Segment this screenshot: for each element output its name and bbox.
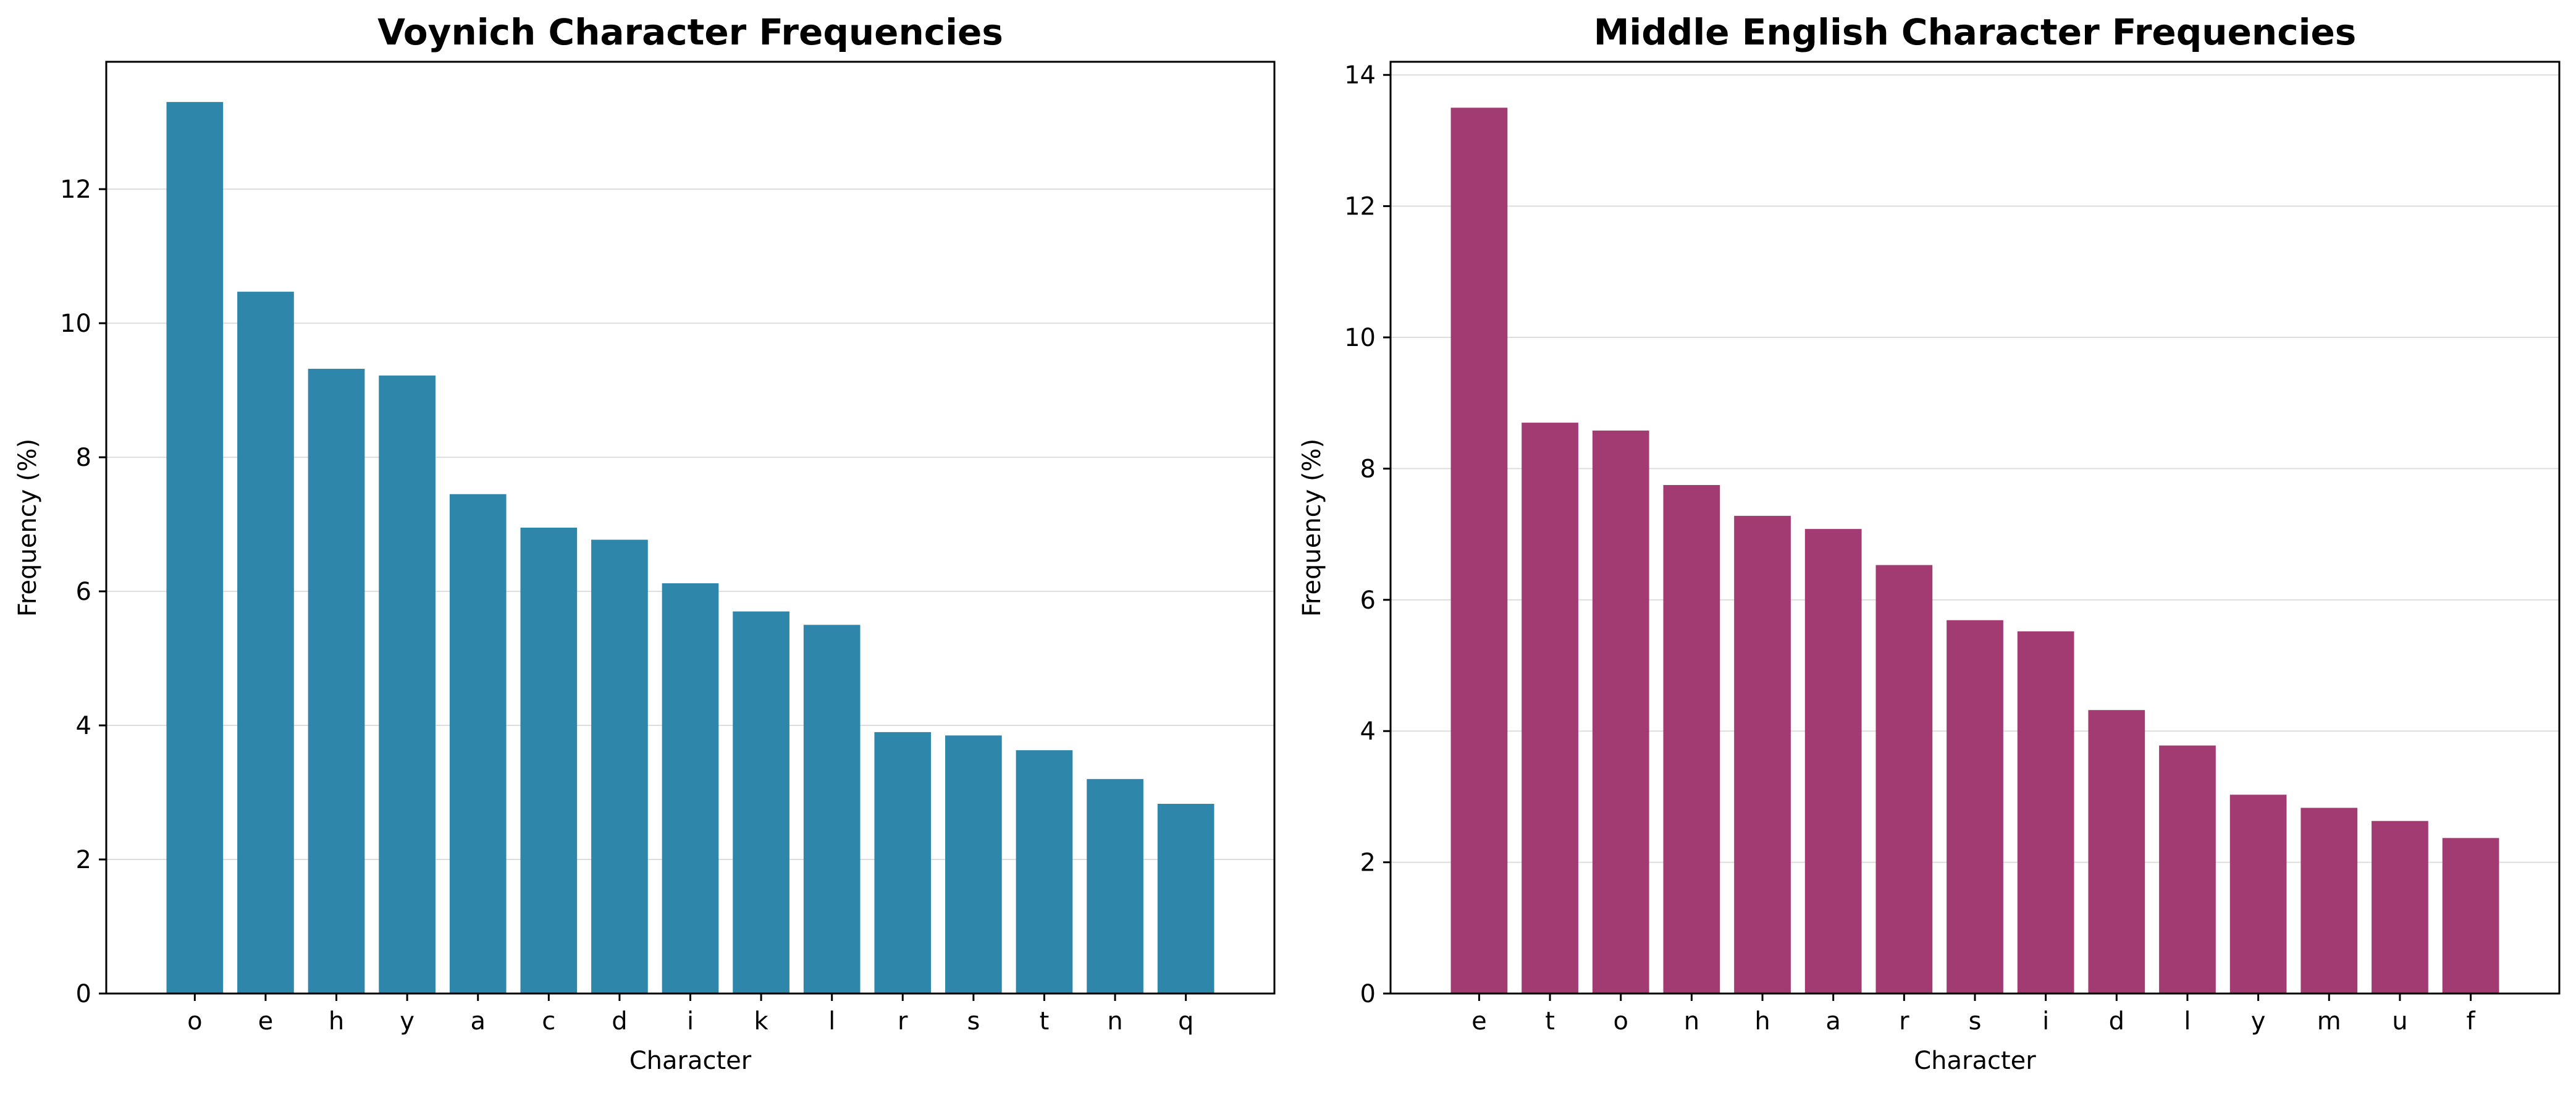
y-tick-label: 12 bbox=[60, 175, 91, 204]
bar-o bbox=[166, 102, 224, 994]
bar-t bbox=[1016, 750, 1073, 994]
chart-panel-2: e t o n h a r s i d l y m u f 0 2 4 6 8 10 12 14 Middle English… bbox=[1298, 11, 2561, 1075]
x-tick-label: n bbox=[1684, 1007, 1699, 1036]
x-tick-label: d bbox=[612, 1007, 627, 1036]
y-tick-label: 8 bbox=[1360, 455, 1376, 483]
x-tick-label: o bbox=[1613, 1007, 1628, 1036]
bar-n bbox=[1663, 484, 1720, 994]
x-tick-label: d bbox=[2109, 1007, 2124, 1036]
bar-o bbox=[1592, 430, 1649, 994]
chart-panel-1: o e h y a c d i k l r s t n q 0 2 4 6 8 10 12 Voynich Characte… bbox=[14, 11, 1276, 1075]
x-tick-label: s bbox=[1969, 1007, 1982, 1036]
x-tick-label: i bbox=[687, 1007, 694, 1036]
bar-d bbox=[591, 539, 648, 994]
bar-d bbox=[2088, 710, 2145, 994]
bar-q bbox=[1157, 803, 1214, 994]
y-axis-label: Frequency (%) bbox=[1298, 439, 1326, 617]
y-tick-label: 12 bbox=[1344, 193, 1376, 221]
x-tick-label: t bbox=[1545, 1007, 1555, 1036]
bar-i bbox=[662, 583, 719, 994]
y-tick-label: 0 bbox=[76, 980, 91, 1008]
bar-n bbox=[1087, 779, 1143, 994]
x-tick-label: e bbox=[258, 1007, 274, 1036]
bar-e bbox=[237, 292, 294, 994]
bar-c bbox=[520, 528, 578, 994]
y-tick-label: 2 bbox=[1360, 849, 1376, 877]
bar-f bbox=[2442, 838, 2499, 994]
plot-frame bbox=[1389, 61, 2561, 995]
x-tick-label: y bbox=[2251, 1007, 2266, 1036]
bar-s bbox=[945, 735, 1002, 994]
bar-r bbox=[1875, 565, 1933, 994]
x-tick-label: e bbox=[1471, 1007, 1487, 1036]
y-tick-label: 4 bbox=[1360, 717, 1376, 746]
bar-h bbox=[1734, 515, 1791, 994]
bar-l bbox=[803, 625, 861, 994]
bar-k bbox=[733, 611, 789, 994]
bar-e bbox=[1450, 108, 1508, 994]
y-tick-label: 14 bbox=[1344, 61, 1376, 90]
y-tick-label: 8 bbox=[76, 444, 91, 472]
bar-y bbox=[2229, 795, 2287, 994]
y-tick-label: 4 bbox=[76, 712, 91, 740]
x-tick-label: o bbox=[187, 1007, 202, 1036]
plot-frame bbox=[105, 61, 1276, 995]
x-tick-label: l bbox=[2184, 1007, 2191, 1036]
bar-a bbox=[1804, 529, 1862, 994]
x-tick-label: c bbox=[542, 1007, 555, 1036]
bar-y bbox=[379, 375, 436, 994]
bar-m bbox=[2300, 808, 2358, 994]
x-tick-label: n bbox=[1107, 1007, 1122, 1036]
x-tick-label: u bbox=[2392, 1007, 2407, 1036]
x-tick-label: f bbox=[2467, 1007, 2476, 1036]
bar-s bbox=[1947, 620, 2003, 994]
chart-title: Middle English Character Frequencies bbox=[1594, 11, 2357, 53]
x-tick-label: y bbox=[400, 1007, 415, 1036]
y-tick-label: 10 bbox=[60, 310, 91, 338]
bar-a bbox=[449, 494, 507, 994]
y-tick-label: 10 bbox=[1344, 324, 1376, 352]
bar-t bbox=[1522, 423, 1578, 994]
x-tick-label: h bbox=[329, 1007, 344, 1036]
x-axis-label: Character bbox=[629, 1047, 752, 1075]
bar-l bbox=[2159, 745, 2216, 994]
chart-title: Voynich Character Frequencies bbox=[377, 11, 1003, 53]
y-tick-label: 6 bbox=[1360, 586, 1376, 615]
x-tick-label: t bbox=[1040, 1007, 1050, 1036]
x-tick-label: s bbox=[967, 1007, 980, 1036]
y-tick-label: 6 bbox=[76, 578, 91, 606]
x-tick-label: a bbox=[470, 1007, 486, 1036]
x-axis-label: Character bbox=[1914, 1047, 2036, 1075]
y-axis-label: Frequency (%) bbox=[14, 439, 42, 617]
bar-i bbox=[2017, 631, 2074, 994]
y-tick-label: 0 bbox=[1360, 980, 1376, 1008]
x-tick-label: q bbox=[1178, 1007, 1193, 1036]
y-tick-label: 2 bbox=[76, 846, 91, 874]
x-tick-label: m bbox=[2317, 1007, 2341, 1036]
bar-r bbox=[874, 732, 932, 994]
bar-h bbox=[308, 368, 365, 994]
x-tick-label: k bbox=[754, 1007, 769, 1036]
x-tick-label: a bbox=[1825, 1007, 1841, 1036]
x-tick-label: i bbox=[2042, 1007, 2049, 1036]
x-tick-label: h bbox=[1754, 1007, 1770, 1036]
x-tick-label: r bbox=[898, 1007, 908, 1036]
x-tick-label: l bbox=[828, 1007, 835, 1036]
bar-u bbox=[2372, 821, 2428, 994]
x-tick-label: r bbox=[1899, 1007, 1909, 1036]
